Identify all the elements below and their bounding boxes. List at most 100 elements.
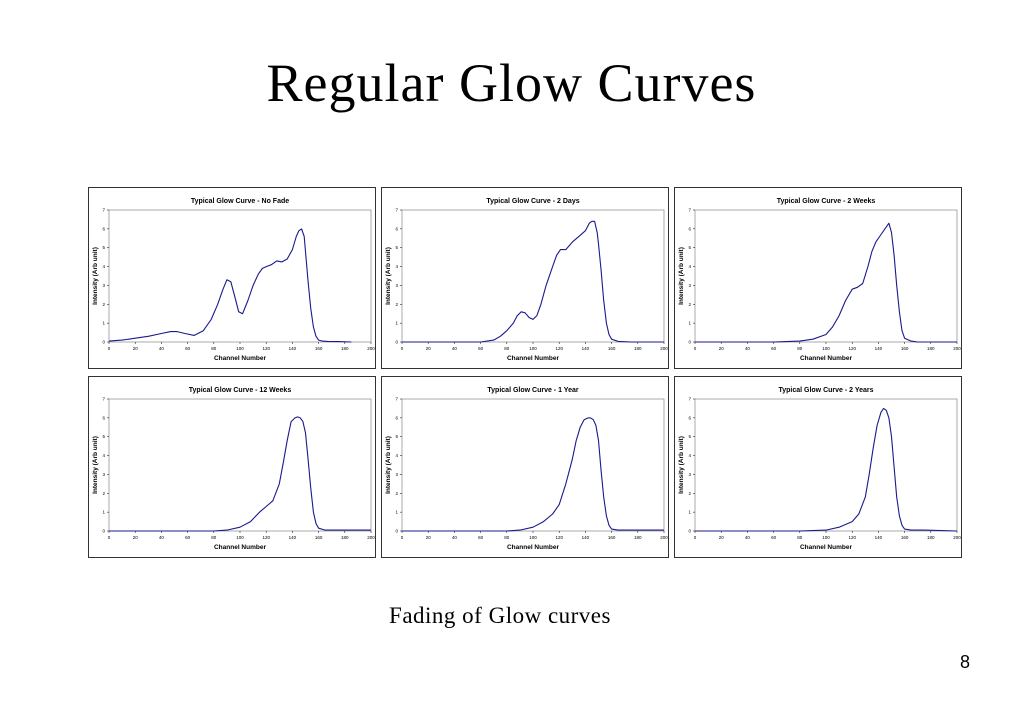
chart-title: Typical Glow Curve - 2 Years [778, 387, 873, 394]
x-tick-label: 180 [634, 535, 642, 540]
chart-2-years: Typical Glow Curve - 2 Years 0 1 2 3 4 5 6 7 0 20 4… [678, 387, 961, 551]
x-tick-label: 100 [822, 346, 830, 351]
y-tick-label: 7 [688, 397, 691, 402]
y-tick-label: 3 [102, 283, 105, 288]
x-tick-label: 140 [582, 346, 590, 351]
x-tick-label: 60 [771, 346, 777, 351]
y-tick-label: 1 [688, 510, 691, 515]
y-tick-label: 6 [688, 226, 691, 231]
x-tick-label: 100 [822, 535, 830, 540]
chart-1-year: Typical Glow Curve - 1 Year 0 1 2 3 4 5 6 7 0 20 40… [385, 387, 668, 551]
y-tick-label: 1 [395, 321, 398, 326]
x-tick-label: 100 [236, 346, 244, 351]
y-tick-label: 6 [395, 415, 398, 420]
y-tick-label: 1 [102, 510, 105, 515]
glow-curve-line [109, 416, 371, 532]
x-tick-label: 0 [108, 346, 111, 351]
plot-area [694, 209, 958, 343]
x-tick-label: 140 [875, 346, 883, 351]
y-tick-label: 1 [102, 321, 105, 326]
x-axis-label: Channel Number [800, 544, 852, 551]
x-tick-label: 20 [426, 346, 432, 351]
y-tick-label: 3 [688, 283, 691, 288]
chart-title: Typical Glow Curve - No Fade [191, 198, 289, 205]
y-tick-label: 0 [395, 529, 398, 534]
x-tick-label: 160 [608, 535, 616, 540]
y-tick-label: 2 [395, 302, 398, 307]
chart-title: Typical Glow Curve - 12 Weeks [189, 387, 292, 394]
glow-curve-line [402, 417, 664, 532]
y-axis-label: Intensity (Arb unit) [678, 247, 685, 305]
x-tick-label: 40 [159, 346, 165, 351]
x-tick-label: 20 [719, 535, 725, 540]
y-tick-label: 7 [395, 208, 398, 213]
x-tick-label: 0 [401, 535, 404, 540]
y-tick-label: 5 [102, 245, 105, 250]
y-tick-label: 5 [102, 434, 105, 439]
page-number: 8 [959, 652, 970, 672]
x-tick-label: 40 [745, 346, 751, 351]
x-tick-label: 40 [452, 535, 458, 540]
x-tick-label: 100 [529, 346, 537, 351]
y-tick-label: 1 [395, 510, 398, 515]
x-tick-label: 0 [694, 346, 697, 351]
x-axis-label: Channel Number [507, 544, 559, 551]
y-axis-label: Intensity (Arb unit) [92, 247, 99, 305]
chart-panel-2-years: Typical Glow Curve - 2 Years 0 1 2 3 4 5 6 7 0 20 4… [674, 376, 962, 558]
y-axis-label: Intensity (Arb unit) [385, 247, 392, 305]
x-tick-label: 80 [504, 535, 510, 540]
y-tick-label: 3 [395, 283, 398, 288]
x-tick-label: 80 [504, 346, 510, 351]
y-tick-label: 2 [102, 302, 105, 307]
chart-panel-2-days: Typical Glow Curve - 2 Days 0 1 2 3 4 5 6 7 0 20 40… [381, 187, 669, 369]
x-tick-label: 180 [341, 346, 349, 351]
x-tick-label: 200 [367, 346, 375, 351]
glow-curve-line [695, 407, 958, 532]
x-tick-label: 60 [478, 346, 484, 351]
plot-area [401, 398, 665, 532]
x-tick-label: 140 [875, 535, 883, 540]
x-tick-label: 80 [211, 535, 217, 540]
x-tick-label: 60 [185, 535, 191, 540]
y-tick-label: 5 [395, 434, 398, 439]
y-tick-label: 5 [395, 245, 398, 250]
y-tick-label: 2 [688, 491, 691, 496]
chart-title: Typical Glow Curve - 1 Year [487, 387, 578, 394]
y-tick-label: 4 [395, 453, 398, 458]
y-tick-label: 7 [688, 208, 691, 213]
chart-panel-2-weeks: Typical Glow Curve - 2 Weeks 0 1 2 3 4 5 6 7 0 20 4… [674, 187, 962, 369]
x-tick-label: 20 [426, 535, 432, 540]
glow-curve-line [402, 220, 664, 343]
x-tick-label: 120 [555, 535, 563, 540]
x-tick-label: 20 [133, 346, 139, 351]
x-tick-label: 200 [367, 535, 375, 540]
x-tick-label: 80 [797, 346, 803, 351]
x-tick-label: 120 [555, 346, 563, 351]
x-tick-label: 160 [608, 346, 616, 351]
chart-panel-12-weeks: Typical Glow Curve - 12 Weeks 0 1 2 3 4 5 6 7 0 20… [88, 376, 376, 558]
x-tick-label: 20 [719, 346, 725, 351]
plot-area [401, 209, 665, 343]
chart-2-days: Typical Glow Curve - 2 Days 0 1 2 3 4 5 6 7 0 20 40… [385, 198, 668, 362]
y-tick-label: 0 [688, 340, 691, 345]
x-axis-label: Channel Number [800, 355, 852, 362]
y-tick-label: 0 [102, 340, 105, 345]
x-tick-label: 40 [159, 535, 165, 540]
x-tick-label: 60 [771, 535, 777, 540]
x-tick-label: 180 [634, 346, 642, 351]
y-axis-label: Intensity (Arb unit) [385, 436, 392, 494]
chart-panel-no-fade: Typical Glow Curve - No Fade 0 1 2 3 4 5 6 7 0 20 4… [88, 187, 376, 369]
x-tick-label: 100 [236, 535, 244, 540]
x-axis-label: Channel Number [214, 355, 266, 362]
glow-curve-line [108, 228, 352, 343]
chart-title: Typical Glow Curve - 2 Days [486, 198, 579, 205]
x-tick-label: 200 [660, 535, 668, 540]
x-tick-label: 0 [108, 535, 111, 540]
x-tick-label: 140 [289, 346, 297, 351]
slide-title: Regular Glow Curves [266, 53, 757, 113]
y-axis-label: Intensity (Arb unit) [678, 436, 685, 494]
y-tick-label: 2 [102, 491, 105, 496]
x-tick-label: 200 [953, 346, 961, 351]
plot-area [108, 398, 372, 532]
x-tick-label: 40 [452, 346, 458, 351]
